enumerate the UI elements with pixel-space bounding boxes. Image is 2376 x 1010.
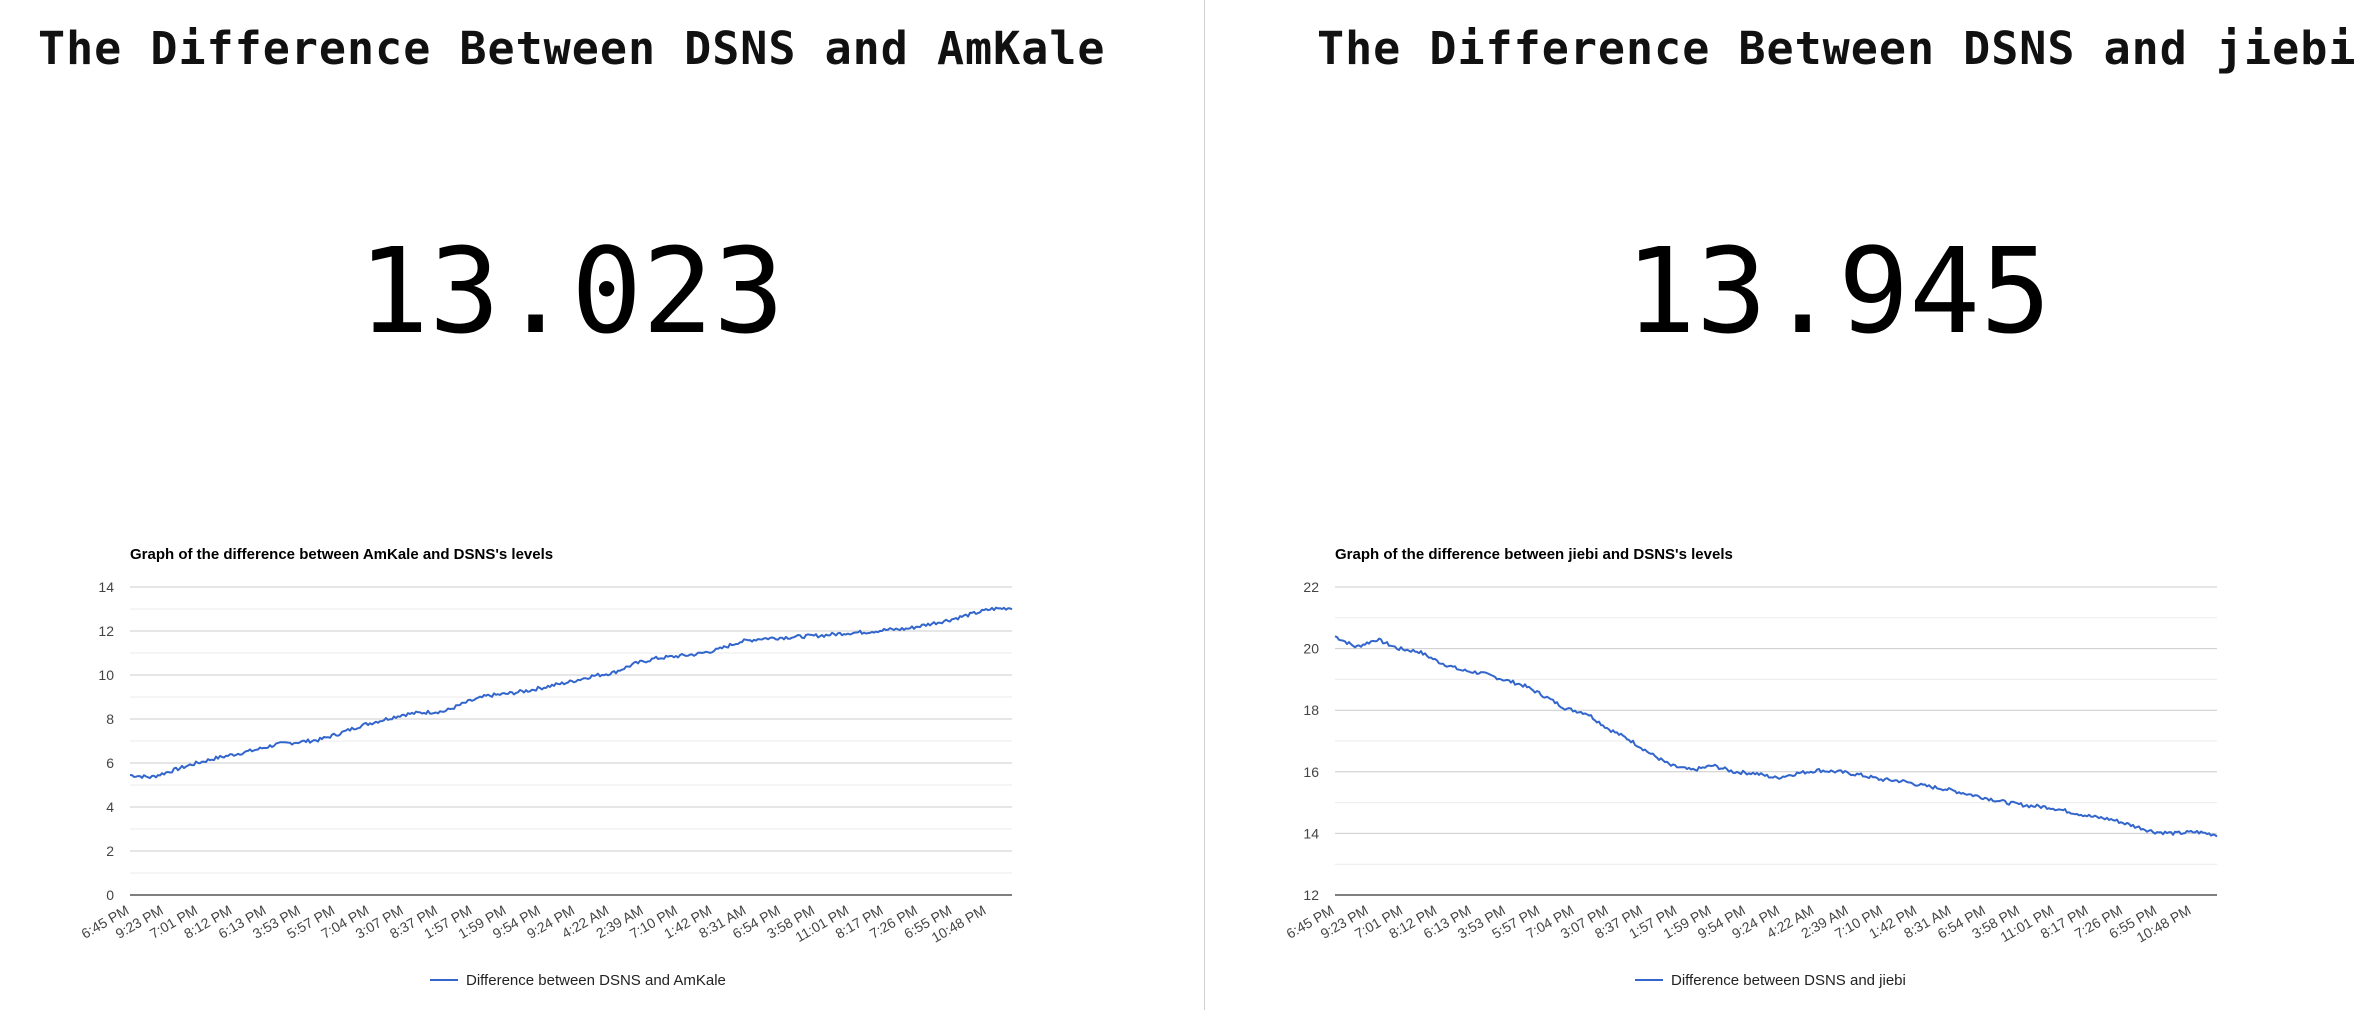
y-tick-label: 14 <box>98 579 114 595</box>
page-title: The Difference Between DSNS and AmKale <box>38 22 1106 75</box>
difference-chart-jiebi: Graph of the difference between jiebi an… <box>1283 546 2218 989</box>
panel-amkale: The Difference Between DSNS and AmKale 1… <box>38 22 1106 989</box>
legend-label: Difference between DSNS and jiebi <box>1671 972 1906 989</box>
current-difference-value: 13.945 <box>1625 222 2052 360</box>
y-tick-label: 10 <box>98 667 114 683</box>
current-difference-value: 13.023 <box>358 222 785 360</box>
page-title: The Difference Between DSNS and jiebi <box>1317 22 2357 75</box>
series-line <box>1334 635 2218 838</box>
y-tick-label: 8 <box>106 711 114 727</box>
y-tick-label: 0 <box>106 887 114 903</box>
series-line <box>130 606 1013 779</box>
y-tick-label: 16 <box>1303 764 1319 780</box>
y-tick-label: 2 <box>106 843 114 859</box>
y-tick-label: 6 <box>106 755 114 771</box>
y-tick-label: 18 <box>1303 702 1319 718</box>
chart-title: Graph of the difference between jiebi an… <box>1335 546 1733 563</box>
chart-title: Graph of the difference between AmKale a… <box>130 546 553 563</box>
y-tick-label: 22 <box>1303 579 1319 595</box>
y-tick-label: 12 <box>1303 887 1319 903</box>
legend-label: Difference between DSNS and AmKale <box>466 972 726 989</box>
panel-jiebi: The Difference Between DSNS and jiebi 13… <box>1205 0 2376 1010</box>
y-tick-label: 20 <box>1303 641 1319 657</box>
y-tick-label: 14 <box>1303 825 1319 841</box>
y-tick-label: 4 <box>106 799 114 815</box>
difference-chart-amkale: Graph of the difference between AmKale a… <box>78 546 1013 989</box>
panel-divider <box>1204 0 1205 1010</box>
y-tick-label: 12 <box>98 623 114 639</box>
